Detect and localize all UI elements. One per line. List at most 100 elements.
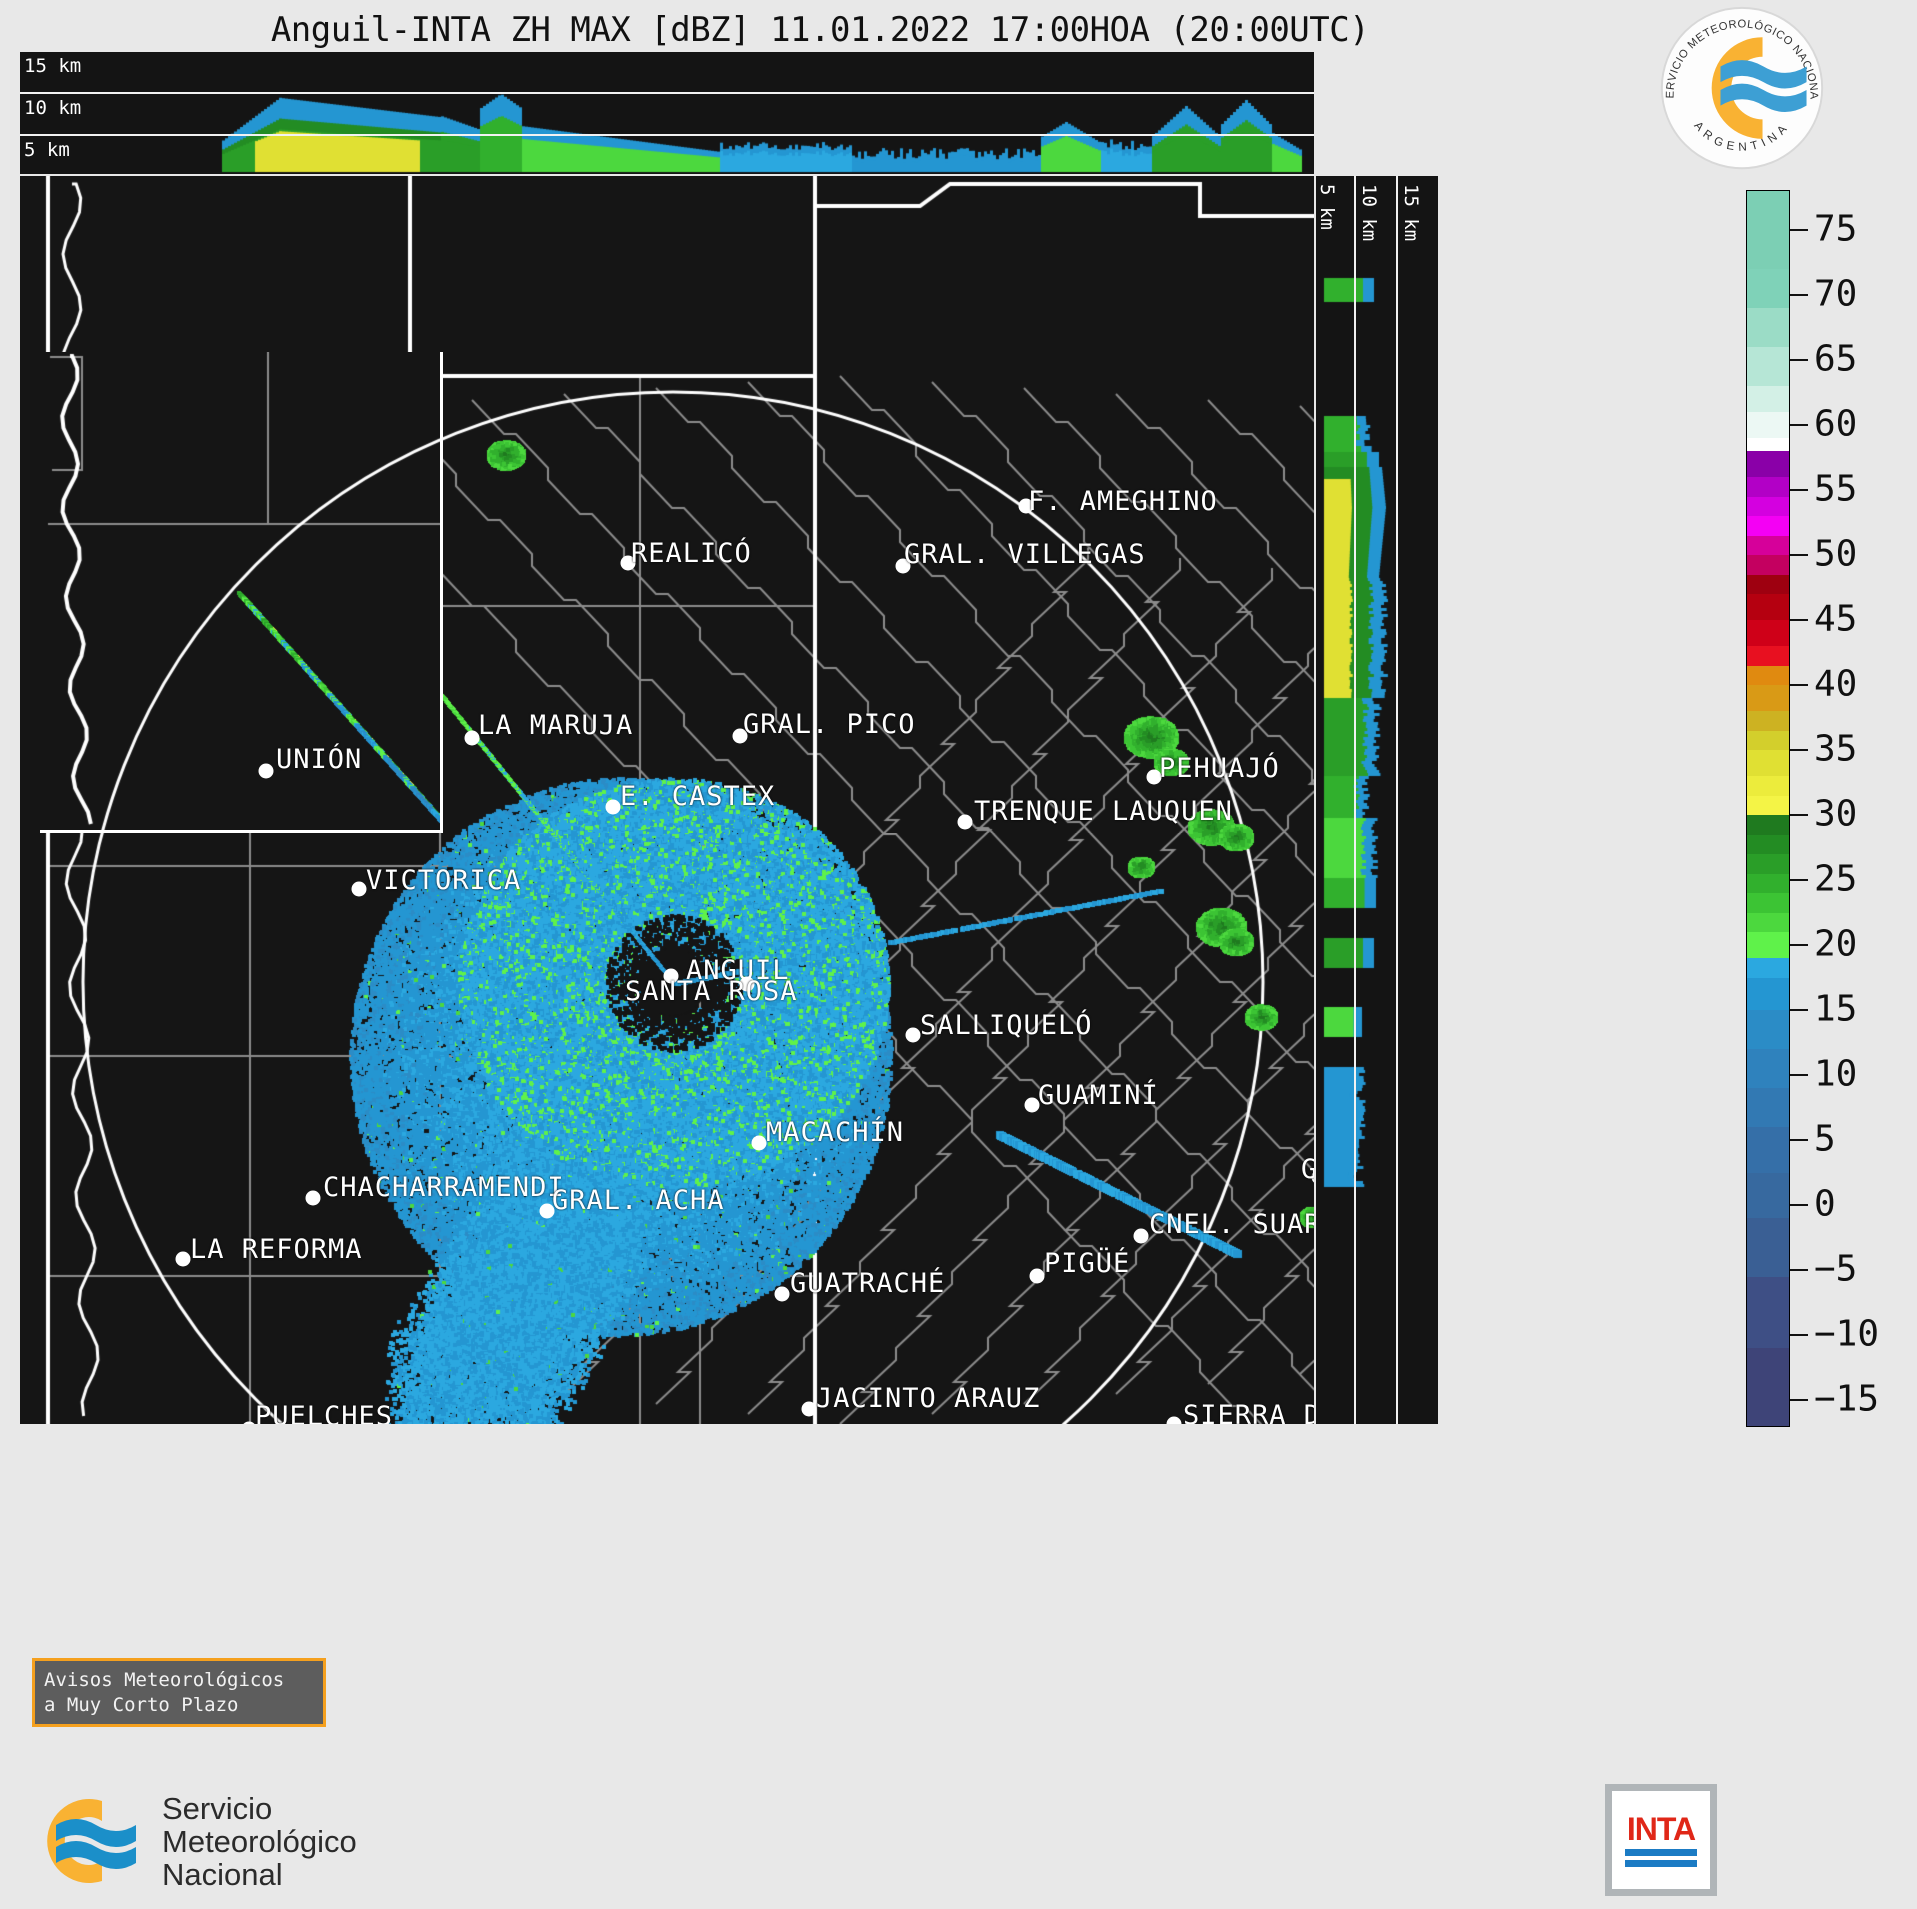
colorbar-band-25 <box>1747 834 1789 854</box>
range-label-5km: 5 km <box>1316 184 1338 230</box>
colorbar-band-9 <box>1747 496 1789 516</box>
city-marker-dot[interactable] <box>1311 1169 1314 1185</box>
colorbar-band-5 <box>1747 412 1789 438</box>
colorbar-tick-label: 45 <box>1814 598 1858 640</box>
colorbar-band-38 <box>1747 1218 1789 1277</box>
colorbar-band-26 <box>1747 854 1789 874</box>
inta-logo-bar-2 <box>1624 1860 1698 1867</box>
inset-canvas <box>40 352 440 830</box>
colorbar-band-0 <box>1747 191 1789 269</box>
city-marker-dot[interactable] <box>620 555 636 571</box>
colorbar-tick <box>1790 229 1808 231</box>
height-label-10km: 10 km <box>24 97 82 119</box>
colorbar-band-32 <box>1747 977 1789 1010</box>
warning-box[interactable]: Avisos Meteorológicos a Muy Corto Plazo <box>32 1658 326 1728</box>
city-marker-dot[interactable] <box>663 968 679 984</box>
height-gridline-10km <box>20 92 1314 94</box>
city-marker-dot[interactable] <box>732 728 748 744</box>
colorbar-tick <box>1790 619 1808 621</box>
colorbar-tick-label: 65 <box>1814 338 1858 380</box>
colorbar-tick <box>1790 1399 1808 1401</box>
colorbar-band-4 <box>1747 386 1789 412</box>
city-marker-dot[interactable] <box>1166 1416 1182 1424</box>
city-marker-dot[interactable] <box>1018 498 1034 514</box>
city-marker-dot[interactable] <box>1024 1097 1040 1113</box>
city-marker-dot[interactable] <box>305 1190 321 1206</box>
colorbar-band-30 <box>1747 932 1789 958</box>
city-marker-dot[interactable] <box>1146 769 1162 785</box>
colorbar-band-40 <box>1747 1348 1789 1426</box>
colorbar-band-18 <box>1747 685 1789 711</box>
city-marker-dot[interactable] <box>739 976 755 992</box>
colorbar-tick-label: 60 <box>1814 403 1858 445</box>
colorbar-band-6 <box>1747 438 1789 451</box>
top-cross-section-canvas <box>20 52 1314 174</box>
colorbar-band-21 <box>1747 750 1789 776</box>
right-cross-section-panel: 5 km 10 km 15 km <box>1316 176 1438 1424</box>
colorbar-tick-label: −15 <box>1814 1378 1880 1420</box>
colorbar-band-13 <box>1747 574 1789 594</box>
colorbar-tick <box>1790 684 1808 686</box>
top-cross-section-panel: 15 km 10 km 5 km <box>20 52 1314 174</box>
colorbar-band-17 <box>1747 665 1789 685</box>
colorbar-tick <box>1790 944 1808 946</box>
colorbar-tick-label: 0 <box>1814 1183 1836 1225</box>
city-marker-dot[interactable] <box>1029 1268 1045 1284</box>
colorbar-tick <box>1790 1074 1808 1076</box>
colorbar-band-10 <box>1747 516 1789 536</box>
city-marker-dot[interactable] <box>801 1401 817 1417</box>
inset-panel: UNIÓN <box>40 352 443 833</box>
colorbar-band-11 <box>1747 535 1789 555</box>
colorbar-band-28 <box>1747 893 1789 913</box>
range-gridline-10km <box>1396 176 1398 1424</box>
smn-footer-line-3: Nacional <box>162 1856 283 1892</box>
city-marker-dot[interactable] <box>905 1027 921 1043</box>
colorbar-tick <box>1790 554 1808 556</box>
colorbar-tick-label: 5 <box>1814 1118 1836 1160</box>
colorbar-band-14 <box>1747 594 1789 620</box>
colorbar-tick <box>1790 749 1808 751</box>
city-marker-dot[interactable] <box>175 1251 191 1267</box>
inta-logo-bar-1 <box>1624 1849 1698 1856</box>
colorbar-band-37 <box>1747 1172 1789 1218</box>
radar-map[interactable]: F. AMEGHINO GRAL. VILLEGAS REALICÓ LA MARUJ… <box>20 176 1314 1424</box>
colorbar-tick <box>1790 1269 1808 1271</box>
colorbar-tick-label: 30 <box>1814 793 1858 835</box>
colorbar-tick-label: 15 <box>1814 988 1858 1030</box>
smn-circular-logo: SERVICIO METEOROLÓGICO NACIONAL ARGENTIN… <box>1640 0 1840 178</box>
colorbar-tick-label: 50 <box>1814 533 1858 575</box>
city-marker-dot[interactable] <box>539 1203 555 1219</box>
colorbar-tick-label: −5 <box>1814 1248 1858 1290</box>
colorbar-band-8 <box>1747 477 1789 497</box>
colorbar-band-2 <box>1747 308 1789 347</box>
city-marker-dot[interactable] <box>605 799 621 815</box>
city-marker-dot[interactable] <box>895 558 911 574</box>
colorbar-tick <box>1790 814 1808 816</box>
colorbar-tick-label: 75 <box>1814 208 1858 250</box>
city-marker-dot[interactable] <box>464 730 480 746</box>
city-marker-dot[interactable] <box>241 1421 257 1424</box>
colorbar-tick <box>1790 424 1808 426</box>
range-label-15km: 15 km <box>1400 184 1422 242</box>
colorbar-band-22 <box>1747 776 1789 796</box>
city-marker-dot[interactable] <box>258 763 274 779</box>
colorbar-band-1 <box>1747 269 1789 308</box>
colorbar-tick-label: 55 <box>1814 468 1858 510</box>
colorbar-tick-label: 10 <box>1814 1053 1858 1095</box>
city-marker-dot[interactable] <box>957 814 973 830</box>
colorbar-tick-label: 35 <box>1814 728 1858 770</box>
colorbar-band-27 <box>1747 873 1789 893</box>
city-marker-dot[interactable] <box>751 1135 767 1151</box>
colorbar-tick-label: 40 <box>1814 663 1858 705</box>
colorbar-band-36 <box>1747 1127 1789 1173</box>
colorbar-band-29 <box>1747 912 1789 932</box>
colorbar-band-12 <box>1747 555 1789 575</box>
city-marker-dot[interactable] <box>1133 1228 1149 1244</box>
page-title: Anguil-INTA ZH MAX [dBZ] 11.01.2022 17:0… <box>270 10 1370 50</box>
city-marker-dot[interactable] <box>774 1286 790 1302</box>
reflectivity-colorbar <box>1746 190 1790 1427</box>
colorbar-tick <box>1790 1204 1808 1206</box>
colorbar-band-31 <box>1747 958 1789 978</box>
city-marker-dot[interactable] <box>351 881 367 897</box>
colorbar-band-16 <box>1747 646 1789 666</box>
